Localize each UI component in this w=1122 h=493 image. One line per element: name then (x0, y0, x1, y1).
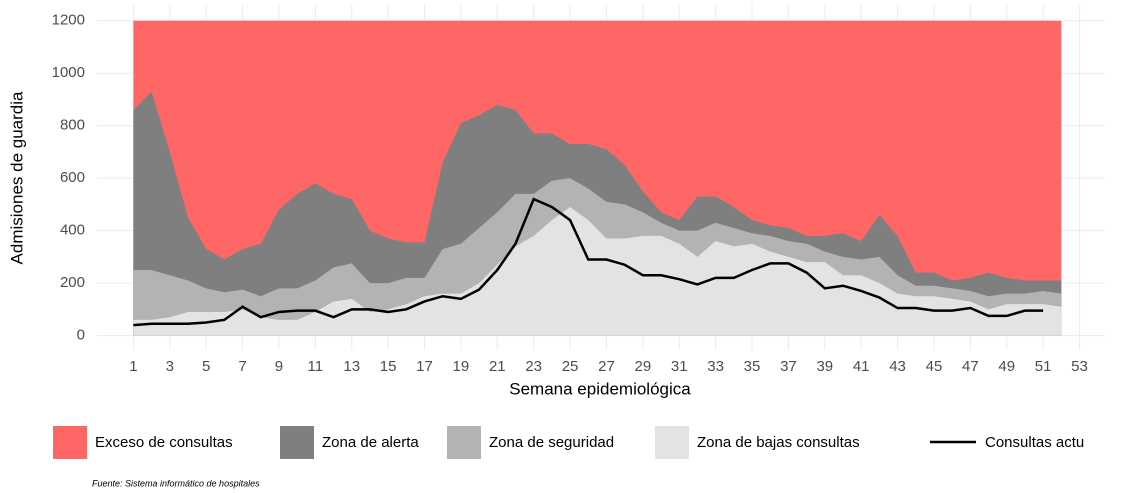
x-tick-label: 11 (308, 358, 324, 375)
x-tick-label: 51 (1035, 358, 1052, 375)
legend-label: Consultas actu (985, 434, 1084, 451)
y-tick-label: 1200 (52, 12, 85, 29)
legend-label: Zona de seguridad (489, 434, 614, 451)
y-tick-label: 400 (60, 222, 85, 239)
x-tick-label: 9 (275, 358, 283, 375)
x-tick-label: 49 (998, 358, 1015, 375)
x-tick-label: 23 (525, 358, 542, 375)
y-tick-label: 1000 (52, 64, 85, 81)
legend-swatch (53, 426, 87, 459)
x-tick-label: 17 (416, 358, 433, 375)
x-tick-label: 19 (453, 358, 470, 375)
x-tick-label: 53 (1071, 358, 1088, 375)
x-tick-label: 43 (889, 358, 906, 375)
x-tick-label: 25 (562, 358, 579, 375)
y-tick-label: 0 (77, 327, 85, 344)
area (133, 207, 1062, 336)
x-axis-title: Semana epidemiológica (509, 379, 691, 398)
x-tick-label: 33 (707, 358, 724, 375)
legend-swatch (447, 426, 481, 459)
x-tick-label: 41 (853, 358, 870, 375)
legend-label: Exceso de consultas (95, 434, 233, 451)
legend-label: Zona de alerta (322, 434, 419, 451)
x-tick-label: 7 (238, 358, 246, 375)
y-tick-label: 800 (60, 117, 85, 134)
line (133, 197, 1044, 327)
legend-swatch (655, 426, 689, 459)
x-tick-label: 39 (816, 358, 833, 375)
x-tick-label: 31 (671, 358, 688, 375)
source-note: Fuente: Sistema informático de hospitale… (92, 478, 260, 488)
x-tick-label: 45 (926, 358, 943, 375)
x-tick-label: 37 (780, 358, 797, 375)
x-tick-label: 29 (635, 358, 652, 375)
y-axis-title: Admisiones de guardia (7, 91, 26, 264)
x-tick-label: 3 (166, 358, 174, 375)
legend-swatch (280, 426, 314, 459)
x-tick-label: 35 (744, 358, 761, 375)
x-tick-label: 47 (962, 358, 979, 375)
y-tick-label: 200 (60, 274, 85, 291)
x-tick-label: 15 (380, 358, 397, 375)
legend-label: Zona de bajas consultas (697, 434, 860, 451)
x-tick-label: 1 (129, 358, 137, 375)
y-tick-label: 600 (60, 169, 85, 186)
x-tick-label: 5 (202, 358, 210, 375)
x-tick-label: 21 (489, 358, 506, 375)
x-tick-label: 27 (598, 358, 615, 375)
x-tick-label: 13 (343, 358, 360, 375)
